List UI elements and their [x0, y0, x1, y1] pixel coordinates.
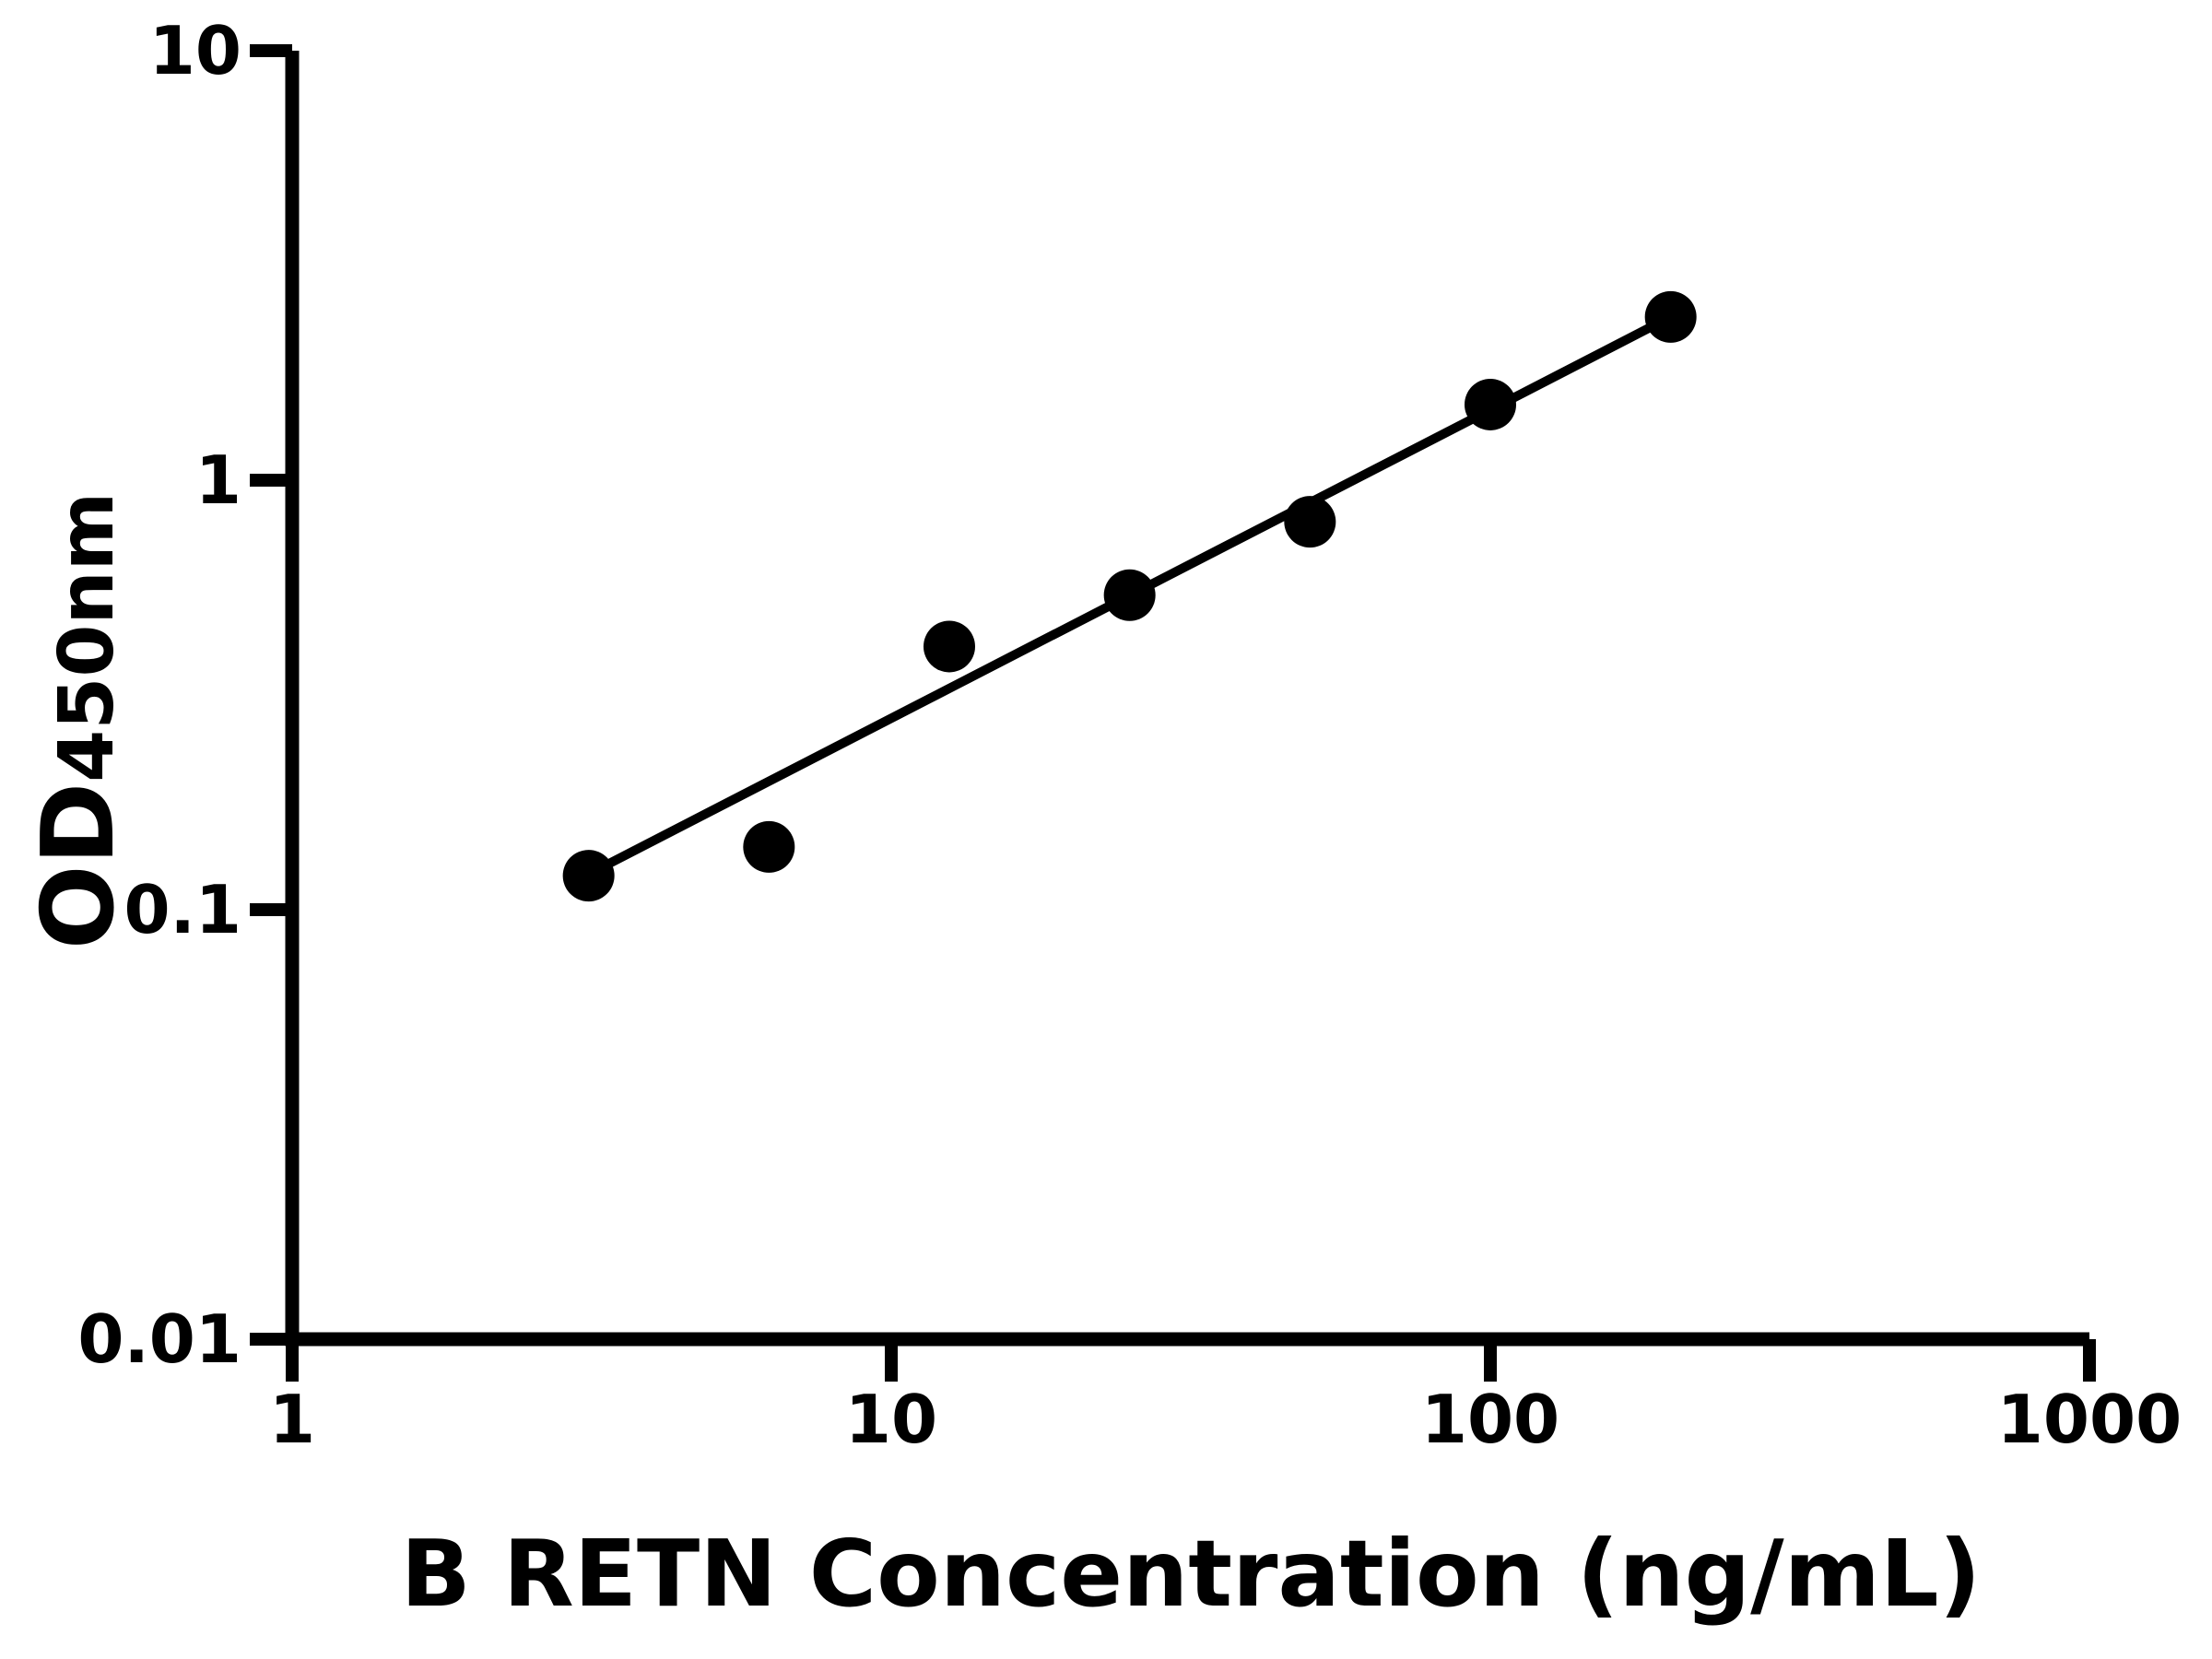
y-axis-title-sub: 450nm	[43, 492, 131, 782]
data-point	[743, 820, 795, 873]
y-tick-label: 0.1	[124, 871, 241, 948]
plot-area	[562, 290, 1697, 902]
x-tick-label: 1000	[1997, 1381, 2182, 1458]
y-tick-label: 1	[195, 441, 241, 519]
x-tick-label: 1	[269, 1381, 315, 1458]
y-tick-label: 10	[149, 12, 241, 89]
data-point	[1644, 290, 1697, 343]
y-axis-title-main: OD	[21, 782, 136, 949]
x-tick-label: 10	[845, 1381, 937, 1458]
data-point	[1103, 569, 1156, 621]
data-point	[1284, 496, 1336, 548]
y-tick-label: 0.01	[77, 1300, 241, 1378]
data-point	[923, 620, 975, 673]
data-point	[1465, 378, 1516, 430]
tick-labels: 0.01 0.1 1 10 1 10 100 1000	[77, 12, 2182, 1458]
axes	[250, 44, 2096, 1382]
y-axis-title: OD450nm	[21, 492, 136, 949]
x-tick-label: 100	[1421, 1381, 1559, 1458]
x-axis-title: B RETN Concentration (ng/mL)	[401, 1520, 1982, 1628]
data-point	[562, 850, 615, 902]
